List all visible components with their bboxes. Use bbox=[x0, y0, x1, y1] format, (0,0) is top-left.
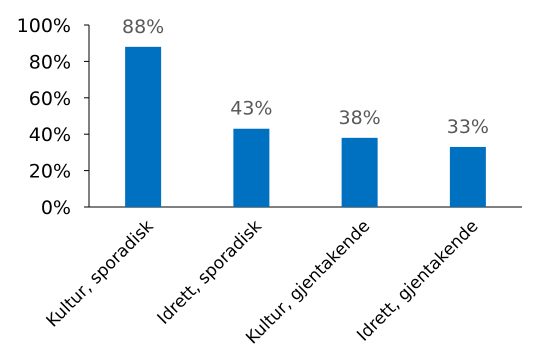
category-label: Kultur, gjentakende bbox=[242, 216, 374, 348]
category-label: Kultur, sporadisk bbox=[43, 216, 158, 331]
bar-series bbox=[125, 46, 486, 208]
y-tick-label: 20% bbox=[29, 161, 71, 183]
y-axis: 0% 20% 40% 60% 80% 100% bbox=[17, 15, 90, 219]
y-tick-label: 100% bbox=[17, 15, 71, 37]
bar bbox=[341, 137, 378, 207]
data-label: 43% bbox=[230, 98, 272, 120]
category-label: Idrett, gjentakende bbox=[353, 216, 482, 345]
y-tick-label: 40% bbox=[29, 124, 71, 146]
bar bbox=[125, 46, 162, 208]
category-label: Idrett, sporadisk bbox=[154, 216, 266, 328]
data-label: 38% bbox=[339, 107, 381, 129]
y-tick-label: 60% bbox=[29, 88, 71, 110]
data-labels: 88% 43% 38% 33% bbox=[122, 16, 489, 138]
y-tick-label: 0% bbox=[41, 197, 71, 219]
bar bbox=[233, 128, 270, 207]
data-label: 88% bbox=[122, 16, 164, 38]
y-tick-label: 80% bbox=[29, 51, 71, 73]
bar bbox=[449, 146, 486, 207]
data-label: 33% bbox=[447, 116, 489, 138]
